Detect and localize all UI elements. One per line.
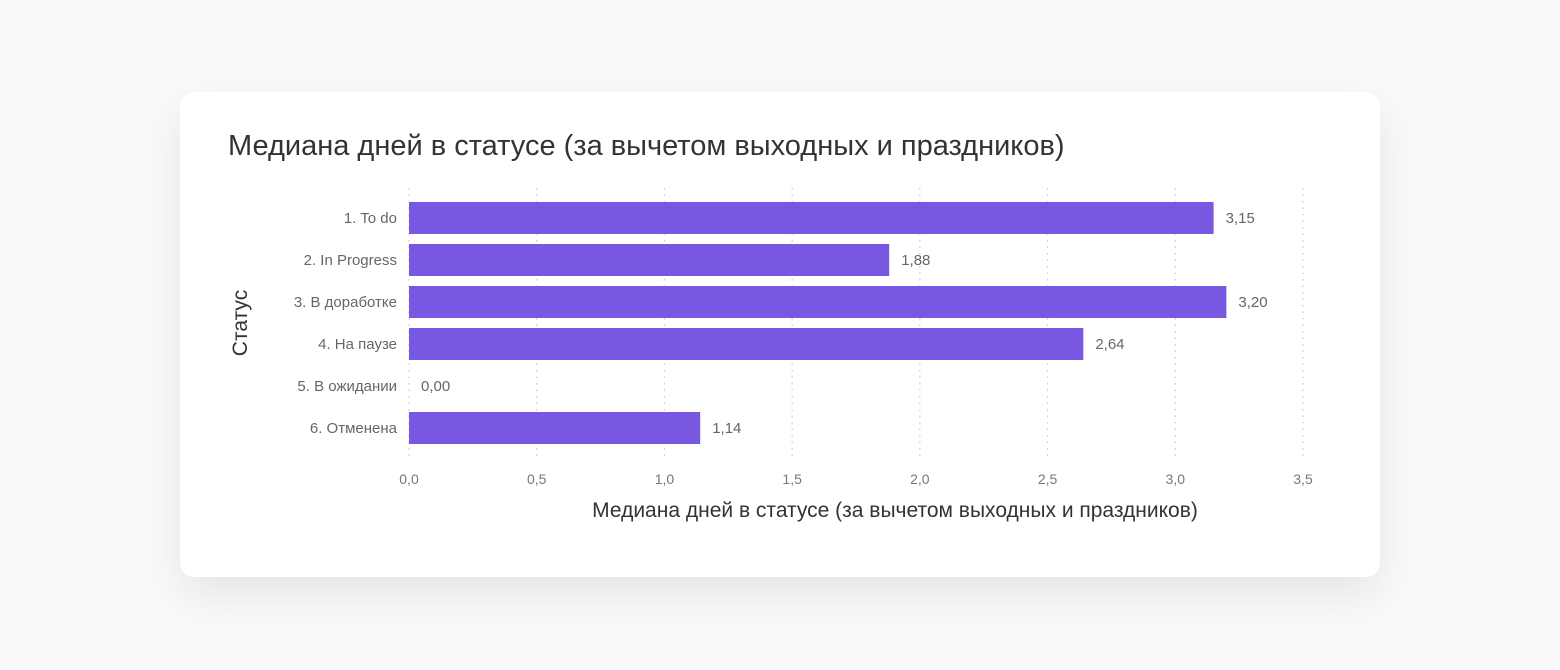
x-tick-label: 2,5 <box>1038 471 1058 487</box>
chart-title: Медиана дней в статусе (за вычетом выход… <box>228 130 1065 162</box>
x-tick-label: 0,5 <box>527 471 547 487</box>
x-tick-label: 0,0 <box>399 471 419 487</box>
category-label: 6. Отменена <box>310 420 398 437</box>
x-tick-label: 3,0 <box>1166 471 1186 487</box>
category-label: 5. В ожидании <box>297 378 397 395</box>
data-label: 0,00 <box>421 378 450 395</box>
x-tick-label: 2,0 <box>910 471 930 487</box>
bar[interactable] <box>409 328 1084 360</box>
category-label: 1. To do <box>344 210 397 227</box>
y-axis-title: Статус <box>229 290 252 356</box>
data-label: 1,14 <box>712 420 741 437</box>
data-label: 3,15 <box>1226 210 1255 227</box>
x-tick-label: 1,0 <box>655 471 675 487</box>
data-label: 1,88 <box>901 252 930 269</box>
category-label: 4. На паузе <box>318 336 397 353</box>
bar[interactable] <box>409 412 701 444</box>
x-tick-label: 1,5 <box>782 471 802 487</box>
data-label: 3,20 <box>1238 294 1267 311</box>
x-axis-title: Медиана дней в статусе (за вычетом выход… <box>592 499 1198 522</box>
x-tick-label: 3,5 <box>1293 471 1313 487</box>
category-label: 3. В доработке <box>294 294 397 311</box>
data-label: 2,64 <box>1095 336 1124 353</box>
category-label: 2. In Progress <box>304 252 397 269</box>
bar[interactable] <box>409 244 890 276</box>
bar[interactable] <box>409 286 1227 318</box>
bar[interactable] <box>409 202 1214 234</box>
